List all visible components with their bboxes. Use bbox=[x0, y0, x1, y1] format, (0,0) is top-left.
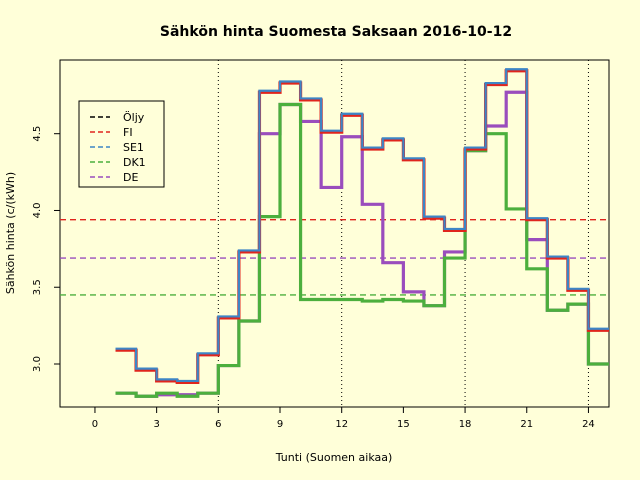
x-tick-label: 9 bbox=[277, 419, 283, 430]
x-axis-label: Tunti (Suomen aikaa) bbox=[275, 451, 393, 464]
y-tick-label: 3.0 bbox=[32, 356, 43, 372]
x-tick-label: 0 bbox=[92, 419, 98, 430]
x-tick-label: 12 bbox=[335, 419, 348, 430]
y-tick-label: 4.5 bbox=[32, 126, 43, 142]
y-axis-label: Sähkön hinta (c/(kWh) bbox=[4, 172, 17, 294]
legend-label-de: DE bbox=[123, 171, 138, 184]
plot-frame bbox=[59, 59, 610, 408]
legend-label-se1: SE1 bbox=[123, 141, 144, 154]
chart-title: Sähkön hinta Suomesta Saksaan 2016-10-12 bbox=[160, 24, 512, 40]
x-tick-label: 21 bbox=[520, 419, 533, 430]
series-line-se1 bbox=[115, 68, 609, 383]
legend-label-dk1: DK1 bbox=[123, 156, 146, 169]
legend-box bbox=[78, 100, 165, 188]
x-tick-label: 3 bbox=[153, 419, 159, 430]
series-line-dk1 bbox=[115, 102, 609, 398]
plot-area: 0 3 6 9 12 15 18 21 24 3.0 3.5 4.0 4.5 Öljy FI SE1 DK1 DE bbox=[32, 59, 610, 430]
x-tick-label: 6 bbox=[215, 419, 221, 430]
x-tick-label: 18 bbox=[459, 419, 472, 430]
y-tick-label: 3.5 bbox=[32, 279, 43, 295]
legend: Öljy FI SE1 DK1 DE bbox=[78, 100, 165, 188]
x-tick-label: 15 bbox=[397, 419, 410, 430]
x-tick-label: 24 bbox=[582, 419, 595, 430]
legend-label-öljy: Öljy bbox=[123, 111, 145, 124]
legend-label-fi: FI bbox=[123, 126, 133, 139]
y-tick-label: 4.0 bbox=[32, 203, 43, 219]
